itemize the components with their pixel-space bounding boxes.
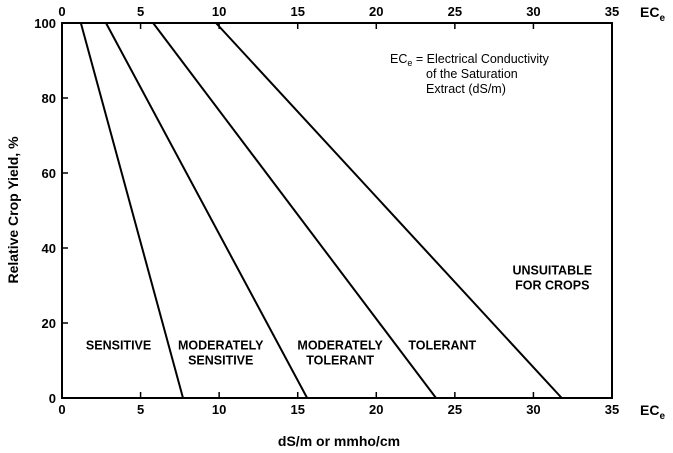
- y-tick-label: 20: [42, 316, 56, 331]
- x-tick-label-bottom: 10: [212, 402, 226, 417]
- x-tick-label-top: 15: [290, 4, 304, 19]
- note-line-2: of the Saturation: [426, 67, 518, 81]
- zone-label-4: TOLERANT: [408, 338, 476, 352]
- zone-label-line: FOR CROPS: [515, 278, 589, 292]
- x-tick-label-top: 0: [58, 4, 65, 19]
- zone-label-1: SENSITIVE: [86, 338, 151, 352]
- zone-label-5: UNSUITABLE FOR CROPS: [512, 263, 592, 292]
- zone-label-line: MODERATELY: [178, 338, 264, 352]
- x-tick-label-top: 10: [212, 4, 226, 19]
- x-tick-label-top: 5: [137, 4, 144, 19]
- y-tick-label: 100: [34, 16, 56, 31]
- note-ec-sub: e: [407, 58, 412, 68]
- boundary-line-4: [215, 22, 563, 399]
- x-tick-label-bottom: 5: [137, 402, 144, 417]
- zone-label-3: MODERATELY TOLERANT: [297, 338, 383, 367]
- bottom-axis-title-main: EC: [640, 402, 659, 418]
- bottom-axis-title: ECe: [640, 402, 665, 422]
- top-axis-title-main: EC: [640, 4, 659, 20]
- x-tick-label-top: 20: [369, 4, 383, 19]
- zone-label-line: MODERATELY: [297, 338, 383, 352]
- zone-label-line: SENSITIVE: [86, 338, 151, 352]
- note-line-1-rest: = Electrical Conductivity: [412, 52, 549, 66]
- y-tick-label: 80: [42, 91, 56, 106]
- y-tick-label: 40: [42, 241, 56, 256]
- top-axis-title: ECe: [640, 4, 665, 24]
- zone-label-line: SENSITIVE: [188, 353, 253, 367]
- note-line-1: ECe = Electrical Conductivity: [390, 52, 550, 68]
- ec-definition-note: ECe = Electrical Conductivity of the Sat…: [390, 52, 550, 96]
- boundary-line-1: [79, 22, 184, 399]
- boundary-line-3: [152, 22, 437, 399]
- boundary-line-2: [105, 22, 309, 399]
- zone-label-line: UNSUITABLE: [512, 263, 592, 277]
- top-axis-title-sub: e: [659, 13, 665, 24]
- zone-label-2: MODERATELY SENSITIVE: [178, 338, 264, 367]
- x-tick-label-bottom: 30: [526, 402, 540, 417]
- series-lines: [79, 22, 563, 399]
- note-line-3: Extract (dS/m): [426, 82, 506, 96]
- x-tick-label-bottom: 0: [58, 402, 65, 417]
- y-tick-label: 0: [49, 391, 56, 406]
- note-ec-main: EC: [390, 52, 407, 66]
- zone-label-line: TOLERANT: [408, 338, 476, 352]
- x-axis-label: dS/m or mmho/cm: [278, 433, 400, 449]
- x-tick-label-bottom: 15: [290, 402, 304, 417]
- plot-frame: [61, 22, 613, 399]
- zone-label-line: TOLERANT: [306, 353, 374, 367]
- x-tick-label-top: 35: [605, 4, 619, 19]
- y-tick-label: 60: [42, 166, 56, 181]
- bottom-axis-title-sub: e: [659, 411, 665, 422]
- x-tick-label-top: 25: [448, 4, 462, 19]
- y-axis-label: Relative Crop Yield, %: [5, 136, 21, 284]
- x-tick-label-bottom: 25: [448, 402, 462, 417]
- x-tick-label-bottom: 35: [605, 402, 619, 417]
- x-tick-label-top: 30: [526, 4, 540, 19]
- x-tick-label-bottom: 20: [369, 402, 383, 417]
- plot-border: [61, 22, 613, 399]
